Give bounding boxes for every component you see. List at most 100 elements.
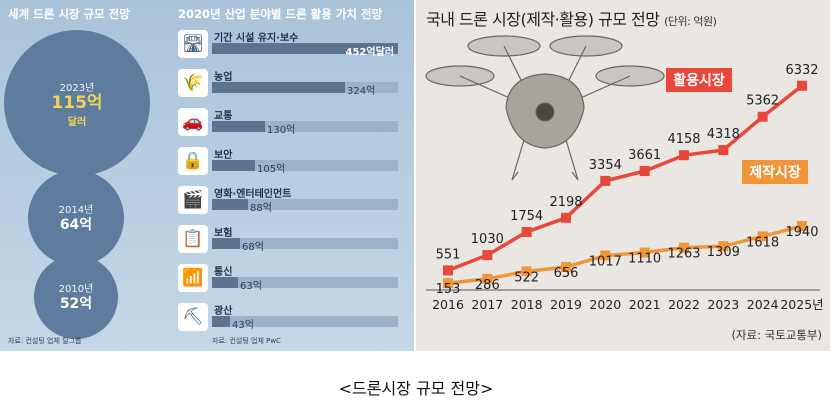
data-label: 2198: [549, 195, 582, 210]
legend-label: 제작시장: [749, 164, 801, 181]
data-point: [443, 278, 453, 289]
world-drone-market-panel: 세계 드론 시장 규모 전망 2023년 115억 달러 2014년 64억 2…: [0, 0, 414, 351]
x-tick-label: 2016: [432, 297, 464, 312]
data-label: 656: [554, 266, 579, 281]
industry-bar-track: [212, 199, 398, 210]
drone-illustration: [425, 35, 665, 181]
circle-2010-year: 2010년: [58, 284, 94, 295]
industry-row: 🚗 교통 130억: [176, 106, 408, 142]
industry-row: 📋 보험 68억: [176, 223, 408, 259]
industry-row-label: 기간 시설 유지·보수: [214, 33, 299, 44]
industry-bar-track: [212, 277, 398, 288]
industry-row-label: 보험: [214, 228, 233, 239]
clapperboard-icon: 🎬: [178, 186, 208, 214]
data-label: 3354: [589, 158, 622, 173]
industry-bar-value: 63억: [240, 281, 262, 292]
circle-2023-unit: 달러: [67, 116, 87, 128]
domestic-market-title-text: 국내 드론 시장(제작·활용) 규모 전망: [426, 10, 660, 29]
industry-bar: [212, 238, 240, 249]
series-line-1: [447, 224, 803, 285]
data-point: [600, 175, 611, 186]
industry-bar-value: 68억: [242, 242, 264, 253]
circle-2014-year: 2014년: [58, 205, 94, 216]
data-label: 1110: [628, 252, 661, 267]
data-label: 551: [436, 247, 461, 262]
circle-2023-value: 115억: [51, 92, 103, 113]
industry-bar: [212, 121, 265, 132]
industry-row: 📶 통신 63억: [176, 262, 408, 298]
domestic-market-unit: (단위: 억원): [664, 15, 717, 28]
industry-bar-value: 452억달러: [345, 47, 394, 58]
industry-row: 🔒 보안 105억: [176, 145, 408, 181]
data-label: 153: [436, 282, 461, 297]
industry-row: 🛣 기간 시설 유지·보수 452억달러: [176, 28, 408, 64]
industry-bar: [212, 43, 398, 54]
industry-bar-track: [212, 316, 398, 327]
data-point: [757, 111, 768, 122]
data-point: [639, 247, 650, 258]
industry-row: ⛏ 광산 43억: [176, 301, 408, 337]
industry-row-label: 교통: [214, 111, 233, 122]
signal-icon: 📶: [178, 264, 208, 292]
domestic-market-title: 국내 드론 시장(제작·활용) 규모 전망 (단위: 억원): [426, 6, 717, 30]
x-tick-label: 2024: [747, 297, 779, 312]
figure-caption: <드론시장 규모 전망>: [338, 379, 494, 398]
mining-cart-icon: ⛏: [178, 303, 208, 331]
data-point: [679, 242, 689, 253]
x-tick-label: 2020: [589, 297, 621, 312]
data-point: [482, 250, 493, 261]
data-label: 522: [514, 270, 539, 285]
industry-row-label: 광산: [214, 306, 233, 317]
industry-row-label: 통신: [214, 267, 233, 278]
x-tick-label: 2025년: [780, 297, 823, 312]
data-point: [561, 262, 571, 273]
data-point: [600, 250, 611, 261]
x-tick-label: 2018: [511, 297, 543, 312]
industry-row-label: 보안: [214, 150, 233, 161]
legend-label: 활용시장: [673, 72, 725, 89]
wheat-icon: 🌾: [178, 69, 208, 97]
data-point: [757, 231, 768, 242]
world-market-title: 세계 드론 시장 규모 전망: [8, 7, 130, 21]
domestic-market-line-chart: 2016 2017 2018 2019 2020 2021 2022 2023 2024 2025…: [425, 35, 824, 312]
data-point: [639, 166, 650, 177]
data-label: 1309: [707, 245, 740, 260]
x-tick-label: 2023: [707, 297, 739, 312]
x-tick-label: 2019: [550, 297, 582, 312]
data-label: 1017: [589, 255, 622, 270]
industry-bar-value: 105억: [257, 164, 286, 175]
industry-bar-track: [212, 121, 398, 132]
industry-value-title: 2020년 산업 분야별 드론 활용 가치 전망: [178, 7, 383, 21]
data-label: 4158: [667, 132, 700, 147]
data-label: 1263: [667, 247, 700, 262]
circle-2023: 2023년 115억 달러: [4, 30, 150, 176]
x-tick-label: 2021: [629, 297, 661, 312]
car-icon: 🚗: [178, 108, 208, 136]
industry-bar: [212, 316, 230, 327]
data-label: 286: [475, 278, 500, 293]
industry-bar-track: [212, 238, 398, 249]
industry-bar-value: 130억: [267, 125, 296, 136]
data-label: 6332: [785, 63, 818, 78]
industry-bar: [212, 199, 248, 210]
industry-bar: [212, 82, 345, 93]
industry-bar: [212, 160, 255, 171]
data-point: [797, 80, 807, 91]
industry-row: 🌾 농업 324억: [176, 67, 408, 103]
data-point: [797, 221, 807, 232]
circle-2010: 2010년 52억: [34, 255, 118, 339]
legend-box: [666, 68, 732, 92]
legend-box: [742, 160, 808, 184]
domestic-drone-market-panel: 국내 드론 시장(제작·활용) 규모 전망 (단위: 억원) 2016 2017 2…: [416, 0, 830, 351]
industry-bar-value: 324억: [347, 86, 376, 97]
circle-2010-value: 52억: [59, 296, 93, 312]
x-tick-label: 2022: [668, 297, 700, 312]
industry-bar-value: 43억: [232, 320, 254, 331]
data-point: [561, 212, 571, 223]
road-icon: 🛣: [178, 30, 208, 58]
data-point: [679, 150, 689, 161]
circle-2014: 2014년 64억: [28, 170, 124, 266]
data-point: [521, 226, 532, 237]
circle-2014-value: 64억: [59, 217, 93, 233]
data-label: 1618: [746, 235, 779, 250]
